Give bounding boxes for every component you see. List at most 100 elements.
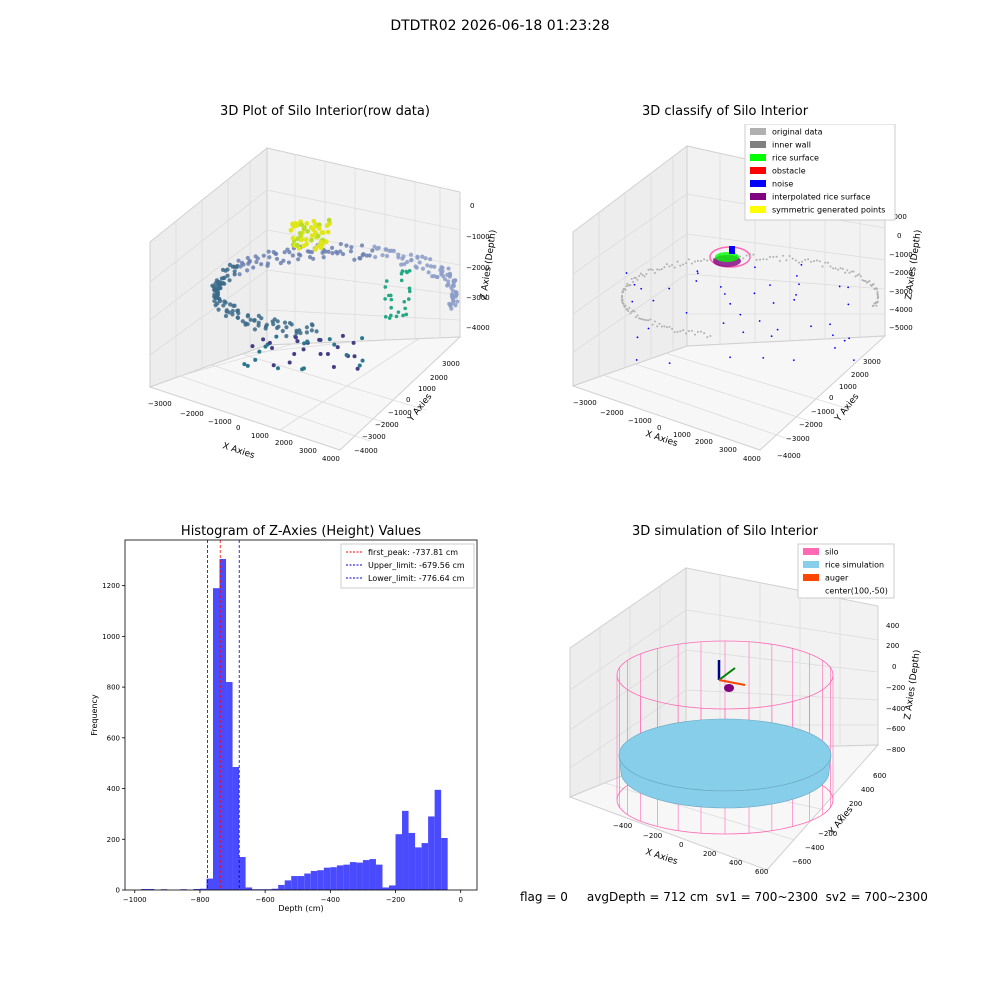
raw-point	[315, 233, 321, 239]
histogram-bar	[147, 888, 155, 890]
noise-point	[838, 285, 841, 288]
wall-point	[755, 258, 758, 261]
hist-ytick-label: 600	[107, 734, 120, 742]
raw-point	[294, 328, 299, 333]
raw-point	[284, 325, 289, 330]
wall-point	[775, 255, 778, 258]
raw-point	[230, 308, 235, 314]
histogram-bar	[389, 885, 396, 890]
raw-point	[274, 251, 279, 257]
wall-point	[839, 267, 842, 270]
wall-point	[682, 329, 685, 332]
wall-point	[696, 330, 699, 333]
raw-point	[335, 345, 340, 350]
wall-point	[647, 268, 650, 271]
histogram-bar	[369, 859, 376, 890]
histogram-bar	[375, 864, 383, 890]
p4-ztick: 200	[886, 642, 899, 650]
histogram-bar	[304, 873, 311, 890]
raw-point	[402, 262, 407, 267]
p2-ztick: 1000	[889, 213, 907, 221]
raw-point	[290, 235, 296, 241]
wall-point	[703, 332, 706, 335]
legend-swatch	[750, 167, 766, 174]
raw-point	[313, 246, 318, 252]
p4-ytick: 200	[849, 800, 862, 808]
p4-ztick: 400	[886, 622, 899, 630]
noise-point	[753, 292, 756, 295]
raw-point	[441, 274, 446, 279]
raw-point	[344, 243, 349, 248]
raw-point	[326, 249, 331, 254]
histogram-bar	[206, 878, 213, 890]
raw-point	[344, 353, 349, 358]
raw-point	[334, 249, 339, 254]
raw-point	[266, 249, 271, 254]
wall-point	[794, 259, 797, 262]
raw-point	[415, 254, 420, 259]
noise-point	[739, 313, 742, 316]
status-line: flag = 0 avgDepth = 712 cm sv1 = 700~230…	[520, 890, 928, 904]
raw-point	[301, 226, 307, 232]
raw-point	[270, 346, 275, 351]
p4-ztick: −400	[886, 705, 905, 713]
wall-point	[778, 259, 781, 262]
noise-point	[796, 274, 798, 277]
wall-point	[876, 291, 879, 294]
raw-point	[271, 363, 276, 368]
p2-ztick: −1000	[889, 251, 913, 259]
p4-ytick: −400	[805, 844, 824, 852]
rice-surface	[715, 252, 739, 262]
wall-point	[706, 336, 709, 339]
raw-point	[389, 313, 393, 318]
legend-label: center(100,-50)	[825, 587, 888, 596]
wall-point	[815, 259, 818, 262]
wall-point	[624, 288, 627, 291]
wall-point	[742, 257, 745, 260]
noise-point	[636, 336, 639, 339]
wall-point	[629, 312, 632, 315]
wall-point	[873, 302, 876, 305]
histogram-bar	[226, 682, 233, 890]
legend-first-peak: first_peak: -737.81 cm	[368, 548, 458, 557]
wall-point	[700, 330, 703, 333]
wall-point	[630, 277, 633, 280]
p2-ytick: −1000	[811, 408, 835, 416]
raw-point	[349, 245, 354, 250]
wall-point	[621, 295, 624, 298]
legend-label: symmetric generated points	[772, 206, 885, 215]
raw-point	[316, 222, 322, 228]
wall-point	[687, 330, 690, 333]
wall-point	[658, 322, 661, 325]
noise-point	[696, 270, 699, 273]
raw-point	[216, 307, 221, 312]
raw-point	[307, 249, 312, 254]
wall-point	[636, 278, 639, 281]
auger-axis-y	[718, 667, 736, 681]
legend-label: inner wall	[772, 141, 811, 150]
raw-point	[294, 223, 300, 228]
raw-point	[256, 313, 261, 318]
noise-point	[668, 362, 671, 365]
hist-ytick-label: 1200	[102, 582, 120, 590]
wall-point	[848, 271, 851, 274]
raw-point	[317, 337, 322, 342]
raw-point	[298, 253, 303, 258]
raw-point	[286, 260, 292, 265]
wall-point	[868, 279, 871, 282]
raw-point	[367, 253, 372, 258]
raw-point	[355, 366, 360, 371]
noise-point	[647, 327, 650, 330]
silo-top	[616, 640, 834, 710]
wall-point	[634, 276, 637, 279]
legend-swatch	[803, 574, 819, 581]
histogram-bar	[278, 884, 285, 890]
p1-ztick: −2000	[466, 264, 490, 272]
p4-xtick: −400	[613, 822, 632, 830]
noise-point	[832, 334, 834, 337]
raw-point	[452, 278, 457, 283]
raw-point	[359, 243, 365, 248]
raw-point	[314, 329, 319, 334]
noise-point	[631, 300, 634, 303]
histogram-bar	[395, 834, 403, 890]
